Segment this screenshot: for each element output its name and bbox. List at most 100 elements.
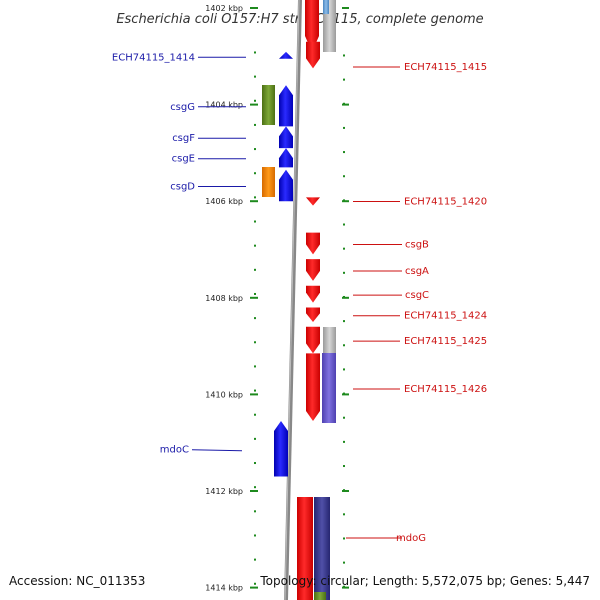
scale-dot-right: [343, 416, 345, 419]
kbp-tick: [250, 296, 258, 299]
gene-ech74115-1424-glyph[interactable]: [306, 307, 320, 322]
gene-csgd-glyph[interactable]: [279, 169, 293, 202]
scale-dot-right: [343, 440, 345, 443]
feature-bar-gray-mid: [323, 327, 336, 353]
kbp-tick-right: [342, 393, 349, 396]
gene-csgc-label[interactable]: csgC: [405, 290, 429, 301]
gene-csgf-label[interactable]: csgF: [172, 133, 195, 144]
gene-mdog-label[interactable]: mdoG: [396, 533, 426, 544]
gene-csge-label[interactable]: csgE: [172, 154, 195, 165]
gene-csge-glyph[interactable]: [279, 148, 293, 168]
gene-csga-glyph[interactable]: [306, 259, 320, 281]
kbp-label: 1404 kbp: [205, 101, 243, 110]
feature-bar-orange: [262, 167, 275, 197]
kbp-label: 1414 kbp: [205, 584, 243, 593]
gene-csgg-label[interactable]: csgG: [170, 102, 195, 113]
scale-dot-right: [343, 247, 345, 250]
gene-mdoc-leader: [191, 449, 243, 452]
secondary-features: [262, 0, 336, 600]
scale-dot: [254, 486, 256, 489]
scale-dot-right: [343, 151, 345, 154]
kbp-tick-right: [342, 103, 349, 106]
kbp-tick-right: [342, 490, 349, 492]
gene-ech74115-1426-label[interactable]: ECH74115_1426: [404, 384, 487, 395]
gene-mdoc-label[interactable]: mdoC: [160, 445, 189, 456]
kbp-tick: [250, 7, 258, 9]
genome-summary-text: Topology: circular; Length: 5,572,075 bp…: [260, 574, 590, 588]
scale-dot: [254, 534, 256, 537]
gene-features: ECH74115_1414 csgG csgF csgE csgD mdoC ECH7411…: [112, 41, 487, 544]
scale-dot-right: [343, 126, 345, 129]
scale-dot: [254, 437, 256, 440]
gene-csgb-label[interactable]: csgB: [405, 239, 429, 250]
feature-bar-navy: [314, 497, 330, 600]
scale-dot: [254, 462, 256, 465]
kbp-tick-right: [342, 586, 349, 589]
accession-text: Accession: NC_011353: [9, 574, 146, 588]
scale-dot: [254, 220, 256, 223]
scale-dot: [254, 123, 256, 126]
gene-ech74115-1425-glyph[interactable]: [306, 326, 320, 354]
scale-dot: [254, 268, 256, 271]
gene-ech74115-1424-label[interactable]: ECH74115_1424: [404, 311, 487, 322]
kbp-scale: 1402 kbp 1404 kbp 1406 kbp 1408 kbp 1410 kbp…: [205, 4, 349, 593]
gene-ech74115-1420-label[interactable]: ECH74115_1420: [404, 196, 487, 207]
feature-bar-lightblue-top: [323, 0, 329, 14]
scale-dot: [254, 341, 256, 344]
feature-bar-green: [262, 85, 275, 125]
scale-dot: [254, 292, 256, 295]
gene-ech74115-1415-label[interactable]: ECH74115_1415: [404, 62, 487, 73]
kbp-tick: [250, 393, 258, 396]
scale-dot-right: [343, 561, 345, 564]
scale-dot-right: [343, 465, 345, 468]
gene-ech74115-1415-glyph[interactable]: [306, 41, 320, 69]
scale-dot-right: [343, 344, 345, 347]
kbp-label: 1402 kbp: [205, 4, 243, 13]
scale-dot: [254, 389, 256, 392]
scale-dot: [254, 51, 256, 54]
scale-dot-right: [343, 295, 345, 298]
scale-dot-right: [343, 392, 345, 395]
gene-ech74115-1426-glyph[interactable]: [306, 353, 320, 421]
scale-dot-right: [343, 78, 345, 81]
kbp-tick-right: [342, 7, 349, 9]
kbp-tick: [250, 200, 258, 203]
kbp-label: 1408 kbp: [205, 294, 243, 303]
scale-dot: [254, 172, 256, 175]
gene-ech74115-1414-label[interactable]: ECH74115_1414: [112, 52, 195, 63]
scale-dot: [254, 148, 256, 151]
scale-dots: [254, 51, 345, 588]
gene-ech74115-1425-label[interactable]: ECH74115_1425: [404, 336, 487, 347]
scale-dot-right: [343, 489, 345, 492]
feature-bar-purple: [322, 353, 336, 423]
kbp-tick-right: [342, 296, 349, 299]
genome-backbone-highlight: [284, 0, 300, 600]
kbp-label: 1410 kbp: [205, 390, 243, 399]
scale-dot: [254, 75, 256, 78]
scale-dot: [254, 582, 256, 585]
scale-dot-right: [343, 537, 345, 540]
scale-dot-right: [343, 585, 345, 588]
gene-csgf-glyph[interactable]: [279, 126, 293, 149]
scale-dot: [254, 558, 256, 561]
kbp-tick: [250, 103, 258, 106]
scale-dot: [254, 317, 256, 320]
gene-csga-label[interactable]: csgA: [405, 266, 429, 277]
gene-mdoc-glyph[interactable]: [274, 420, 288, 477]
scale-dot: [254, 413, 256, 416]
gene-csgd-label[interactable]: csgD: [170, 182, 195, 193]
scale-dot-right: [343, 271, 345, 274]
gene-csgc-glyph[interactable]: [306, 285, 320, 303]
genome-backbone: [284, 0, 302, 600]
gene-ech74115-1420-glyph[interactable]: [306, 197, 320, 206]
feature-bar-red-bottom: [297, 497, 313, 600]
gene-csgg-glyph[interactable]: [279, 85, 293, 127]
scale-dot-right: [343, 223, 345, 226]
scale-dot-right: [343, 175, 345, 178]
scale-dot-right: [343, 102, 345, 105]
gene-ech74115-1414-glyph[interactable]: [279, 51, 293, 59]
kbp-tick: [250, 490, 258, 492]
scale-dot: [254, 196, 256, 199]
gene-csgb-glyph[interactable]: [306, 232, 320, 255]
